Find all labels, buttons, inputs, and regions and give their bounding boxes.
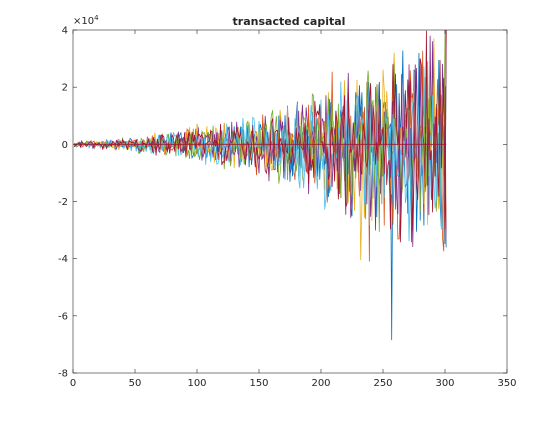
y-tick-label: 4 [62, 26, 68, 37]
y-tick-label: -8 [58, 369, 68, 380]
x-tick-label: 150 [249, 378, 268, 389]
axis-ticks: 0 50 100 150 200 250 300 350 -8 -6 -4 -2 0 2 4 [58, 26, 517, 390]
series-line-5 [74, 30, 446, 232]
x-tick-label: 350 [497, 378, 516, 389]
y-tick-label: -4 [58, 254, 68, 265]
y-tick-label: 0 [62, 140, 68, 151]
x-tick-label: 0 [70, 378, 76, 389]
series-line-6 [74, 45, 447, 248]
y-tick-label: 2 [62, 83, 68, 94]
x-tick-label: 300 [435, 378, 454, 389]
series-layer [73, 30, 447, 341]
series-line-7 [74, 30, 447, 243]
chart-title: transacted capital [233, 15, 346, 28]
y-exponent-label: ×104 [73, 14, 99, 27]
x-tick-label: 200 [311, 378, 330, 389]
y-tick-label: -6 [58, 311, 68, 322]
y-tick-label: -2 [58, 197, 68, 208]
x-tick-label: 50 [129, 378, 142, 389]
x-tick-label: 100 [187, 378, 206, 389]
x-tick-label: 250 [373, 378, 392, 389]
